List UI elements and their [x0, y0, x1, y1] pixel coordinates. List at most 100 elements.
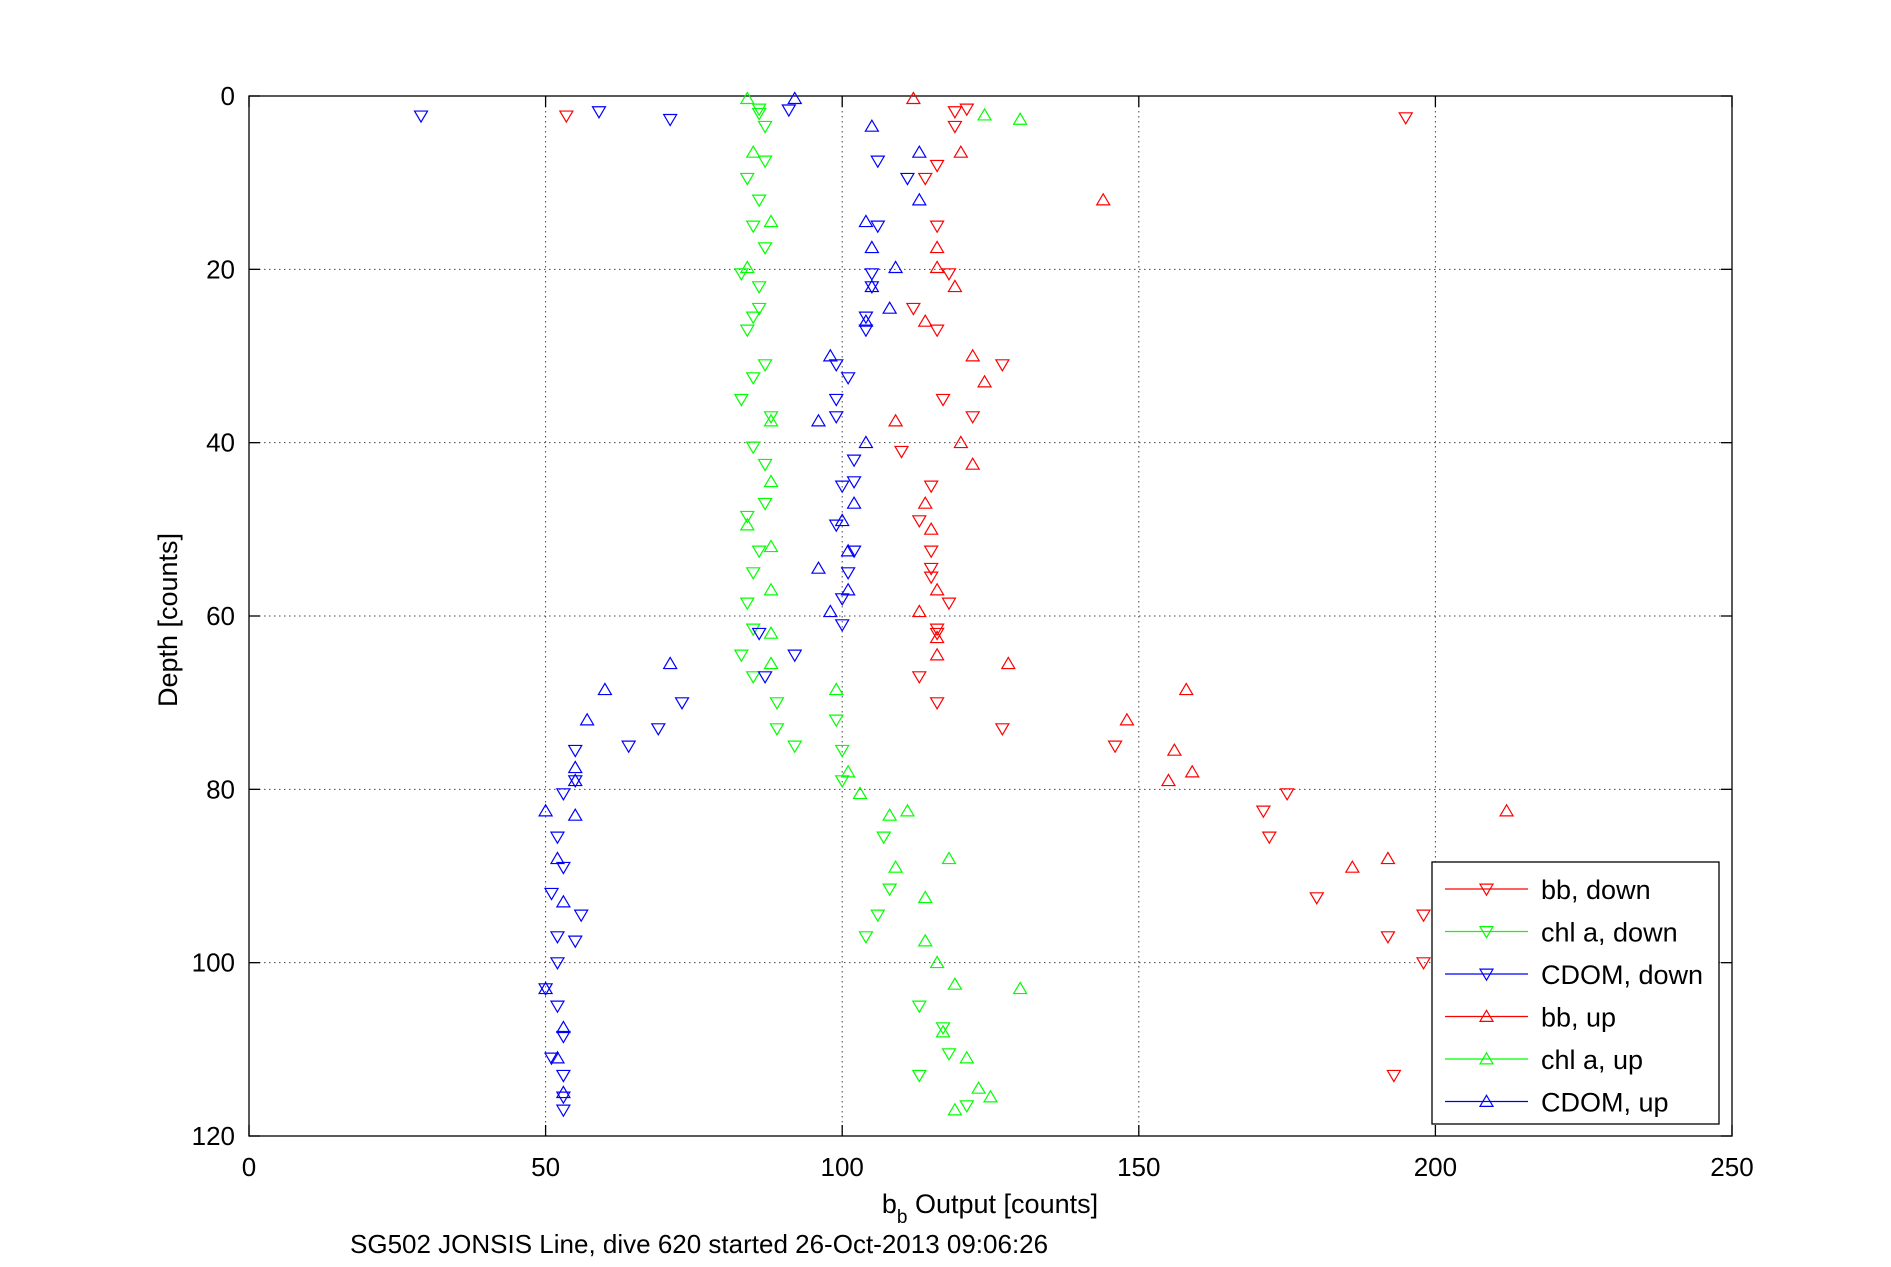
- data-point: [911, 1069, 927, 1083]
- data-point: [757, 458, 773, 472]
- data-point: [947, 120, 963, 134]
- data-point: [941, 1048, 957, 1062]
- data-point: [959, 1050, 975, 1064]
- data-point: [1160, 773, 1177, 787]
- data-point: [769, 723, 785, 737]
- data-point: [935, 393, 951, 407]
- series-5: [538, 91, 927, 1099]
- data-point: [567, 744, 583, 758]
- x-axis-label-rest: Output [counts]: [908, 1189, 1099, 1219]
- data-point: [899, 803, 916, 817]
- data-point: [929, 697, 945, 711]
- legend-marker: [1478, 1051, 1495, 1065]
- data-point: [1255, 805, 1271, 819]
- data-point: [751, 302, 767, 316]
- data-point: [555, 1020, 571, 1034]
- data-point: [929, 324, 945, 338]
- data-point: [745, 441, 761, 455]
- data-point: [1261, 831, 1277, 845]
- ticks: [248, 95, 1733, 1137]
- x-axis-label: bb Output [counts]: [882, 1189, 1098, 1228]
- legend-label: CDOM, up: [1541, 1088, 1669, 1118]
- data-point: [923, 480, 939, 494]
- data-point: [549, 931, 566, 945]
- data-point: [965, 456, 981, 470]
- data-point: [555, 1030, 571, 1044]
- data-point: [834, 480, 850, 494]
- data-point: [1012, 981, 1028, 995]
- legend-label: bb, down: [1541, 875, 1651, 905]
- x-tick-label: 150: [1117, 1152, 1160, 1182]
- data-point: [1166, 742, 1182, 756]
- data-point: [751, 627, 767, 641]
- data-point: [1184, 764, 1200, 778]
- data-point: [870, 909, 886, 923]
- data-point: [1119, 712, 1135, 726]
- data-point: [846, 476, 862, 490]
- data-point: [828, 714, 844, 728]
- data-point: [739, 260, 755, 274]
- data-point: [911, 1000, 927, 1014]
- data-point: [929, 260, 945, 274]
- data-point: [745, 671, 761, 685]
- footer-caption: SG502 JONSIS Line, dive 620 started 26-O…: [350, 1229, 1048, 1259]
- data-point: [567, 773, 583, 787]
- data-point: [567, 760, 583, 774]
- data-point: [858, 931, 874, 945]
- data-point: [549, 851, 566, 865]
- x-tick-labels: 0 50 100 150 200 250: [242, 1152, 1754, 1182]
- data-point: [650, 723, 666, 737]
- data-point: [662, 113, 678, 127]
- data-point: [917, 313, 933, 327]
- data-point: [994, 359, 1010, 373]
- data-point: [917, 495, 933, 509]
- data-point: [858, 435, 874, 449]
- data-point: [1380, 851, 1396, 865]
- data-point: [923, 521, 939, 535]
- data-point: [911, 144, 927, 158]
- data-point: [888, 260, 904, 274]
- data-point: [549, 1000, 566, 1014]
- series-4: [739, 91, 1028, 1116]
- data-point: [739, 517, 755, 531]
- data-point: [882, 883, 898, 897]
- data-point: [733, 393, 749, 407]
- data-point: [745, 311, 761, 325]
- data-point: [751, 194, 767, 208]
- data-point: [763, 582, 779, 596]
- y-tick-label: 20: [206, 254, 235, 284]
- data-point: [1415, 909, 1432, 923]
- data-point: [549, 957, 566, 971]
- data-point: [597, 682, 613, 696]
- data-point: [923, 562, 939, 576]
- data-point: [858, 324, 874, 338]
- data-point: [929, 955, 945, 969]
- data-point: [947, 976, 963, 990]
- data-point: [959, 103, 975, 117]
- data-point: [543, 1052, 560, 1066]
- y-tick-label: 120: [192, 1121, 235, 1151]
- data-point: [662, 656, 678, 670]
- data-point: [538, 983, 554, 997]
- data-point: [763, 411, 779, 425]
- x-axis-label-main: b: [882, 1189, 897, 1219]
- data-point: [917, 172, 933, 186]
- data-point: [757, 242, 773, 256]
- data-point: [413, 110, 429, 124]
- data-point: [840, 543, 856, 557]
- data-point: [953, 435, 969, 449]
- data-point: [911, 192, 927, 206]
- data-point: [840, 764, 856, 778]
- data-point: [751, 103, 767, 117]
- data-point: [929, 582, 945, 596]
- data-point: [763, 474, 779, 488]
- data-point: [810, 560, 827, 574]
- data-point: [751, 545, 767, 559]
- data-point: [555, 1104, 571, 1118]
- data-point: [567, 935, 583, 949]
- y-tick-label: 40: [206, 428, 235, 458]
- data-point: [579, 712, 595, 726]
- data-point: [953, 144, 969, 158]
- data-point: [1499, 803, 1515, 817]
- legend-marker: [1478, 1009, 1495, 1022]
